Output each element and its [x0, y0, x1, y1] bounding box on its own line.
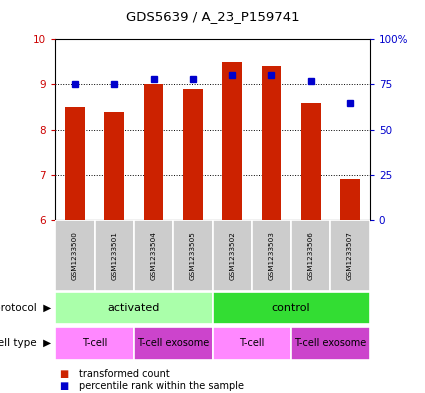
Text: control: control: [272, 303, 310, 313]
Bar: [212, 327, 291, 360]
Bar: [212, 220, 252, 291]
Bar: [291, 327, 370, 360]
Bar: [55, 327, 134, 360]
Bar: [134, 220, 173, 291]
Text: T-cell exosome: T-cell exosome: [137, 338, 209, 348]
Text: GSM1233506: GSM1233506: [308, 231, 314, 280]
Text: transformed count: transformed count: [79, 369, 170, 379]
Bar: [291, 220, 331, 291]
Text: percentile rank within the sample: percentile rank within the sample: [79, 381, 244, 391]
Bar: [222, 62, 242, 220]
Text: GSM1233505: GSM1233505: [190, 231, 196, 280]
Bar: [55, 292, 212, 324]
Bar: [173, 220, 212, 291]
Text: T-cell exosome: T-cell exosome: [294, 338, 366, 348]
Bar: [94, 220, 134, 291]
Text: protocol  ▶: protocol ▶: [0, 303, 51, 313]
Bar: [65, 107, 85, 220]
Bar: [301, 103, 320, 220]
Text: activated: activated: [108, 303, 160, 313]
Bar: [331, 220, 370, 291]
Text: GSM1233500: GSM1233500: [72, 231, 78, 280]
Bar: [262, 66, 281, 220]
Text: T-cell: T-cell: [82, 338, 107, 348]
Text: GSM1233503: GSM1233503: [269, 231, 275, 280]
Bar: [55, 220, 94, 291]
Bar: [212, 292, 370, 324]
Text: cell type  ▶: cell type ▶: [0, 338, 51, 348]
Text: T-cell: T-cell: [239, 338, 264, 348]
Text: ■: ■: [60, 369, 69, 379]
Text: GSM1233504: GSM1233504: [150, 231, 156, 280]
Bar: [144, 84, 163, 220]
Bar: [340, 179, 360, 220]
Text: GSM1233502: GSM1233502: [229, 231, 235, 280]
Text: GDS5639 / A_23_P159741: GDS5639 / A_23_P159741: [126, 10, 299, 23]
Bar: [134, 327, 212, 360]
Bar: [252, 220, 291, 291]
Bar: [105, 112, 124, 220]
Text: GSM1233501: GSM1233501: [111, 231, 117, 280]
Text: ■: ■: [60, 381, 69, 391]
Text: GSM1233507: GSM1233507: [347, 231, 353, 280]
Bar: [183, 89, 203, 220]
